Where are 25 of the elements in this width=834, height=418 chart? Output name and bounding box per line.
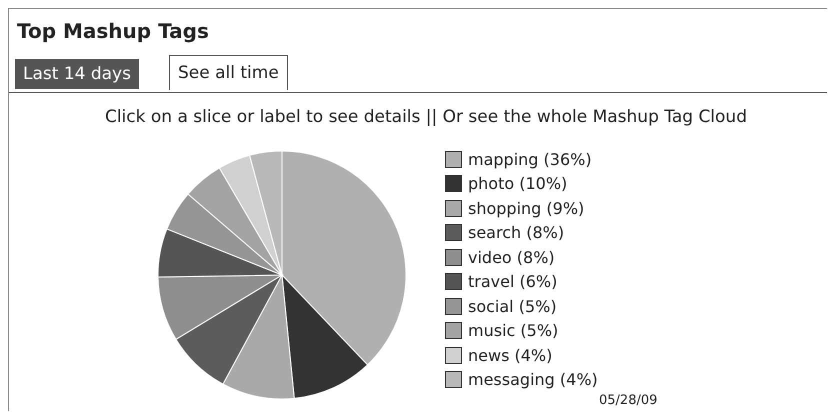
legend-label: search <box>468 223 522 242</box>
legend-label: photo <box>468 174 514 194</box>
text: Last 14 days <box>15 59 139 89</box>
legend-label: video <box>468 248 512 267</box>
data-label: (6%) <box>520 272 558 292</box>
legend-label: news <box>468 346 510 365</box>
legend-label: shopping <box>468 198 542 218</box>
chart-subtitle: Click on a slice or label to see details || Or see the whole Mashup Tag Cloud <box>104 107 748 127</box>
data-label: (10%) <box>519 174 568 194</box>
legend-label: mapping <box>468 150 538 169</box>
data-label: (8%) <box>516 248 555 267</box>
legend-label: travel <box>468 272 514 292</box>
text: See all time <box>169 55 288 90</box>
legend-label: messaging <box>468 370 555 390</box>
data-label: (5%) <box>518 296 557 316</box>
text: 05/28/09 <box>599 393 658 408</box>
legend-label: music <box>468 321 516 340</box>
legend-label: social <box>468 296 514 316</box>
data-label: (36%) <box>544 150 592 169</box>
chart-title: Top Mashup Tags <box>17 19 209 43</box>
data-label: (9%) <box>546 198 584 218</box>
data-label: (8%) <box>526 223 564 242</box>
data-label: (4%) <box>514 346 552 365</box>
data-label: (5%) <box>520 321 558 340</box>
data-label: (4%) <box>560 370 598 390</box>
